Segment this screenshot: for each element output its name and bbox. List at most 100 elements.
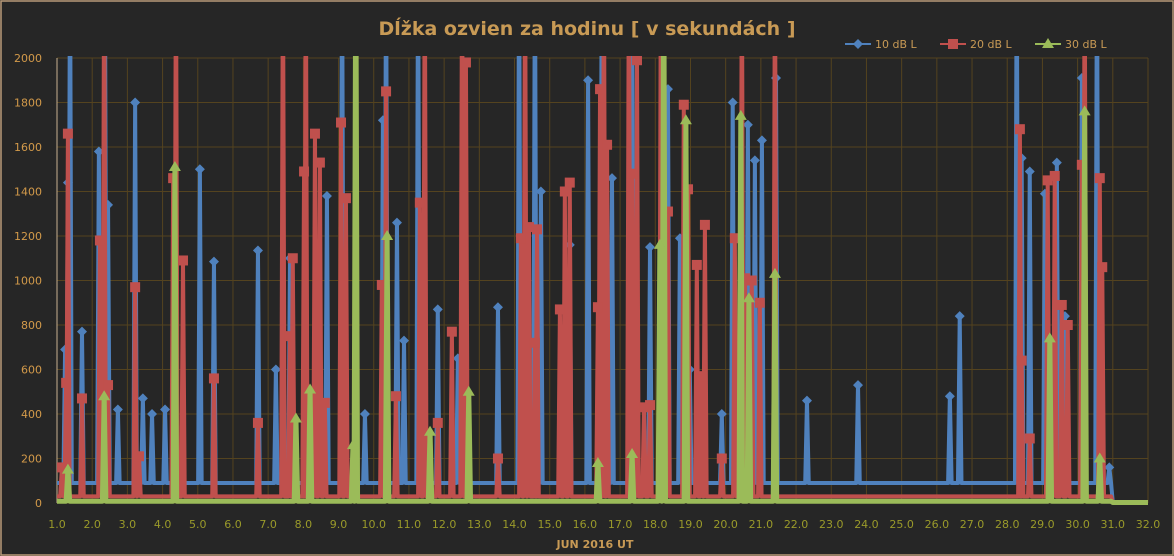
- x-tick-label: 25.0: [889, 518, 914, 531]
- x-tick-label: 1.0: [48, 518, 66, 531]
- data-point-marker: [208, 373, 219, 384]
- data-point-marker: [381, 86, 392, 97]
- y-tick-label: 600: [21, 364, 42, 377]
- series-line: [57, 56, 1148, 505]
- data-point-marker: [627, 168, 638, 179]
- data-point-marker: [160, 404, 171, 415]
- data-point-marker: [592, 302, 603, 313]
- data-point-marker: [112, 404, 123, 415]
- data-point-marker: [432, 304, 443, 315]
- data-point-marker: [1093, 452, 1106, 463]
- x-tick-label: 22.0: [784, 518, 809, 531]
- data-point-marker: [446, 326, 457, 337]
- x-tick-label: 2.0: [83, 518, 101, 531]
- x-tick-label: 32.0: [1136, 518, 1161, 531]
- plot-area: [57, 56, 1148, 506]
- y-tick-label: 0: [35, 497, 42, 510]
- x-tick-label: 9.0: [330, 518, 348, 531]
- legend-item: 20 dB L: [940, 38, 1013, 51]
- legend-label: 30 dB L: [1065, 38, 1108, 51]
- data-point-marker: [742, 292, 755, 303]
- data-point-marker: [639, 402, 650, 413]
- legend-label: 10 dB L: [875, 38, 918, 51]
- data-point-marker: [381, 230, 394, 240]
- data-point-marker: [591, 456, 604, 467]
- data-point-marker: [1042, 175, 1053, 186]
- data-point-marker: [134, 451, 145, 462]
- data-point-marker: [208, 256, 219, 267]
- x-tick-label: 24.0: [854, 518, 879, 531]
- data-point-marker: [749, 155, 760, 166]
- data-point-marker: [424, 425, 437, 436]
- x-tick-label: 20.0: [713, 518, 738, 531]
- data-point-marker: [754, 297, 765, 308]
- series-30-db-l: [57, 56, 1148, 506]
- data-point-marker: [1051, 157, 1062, 168]
- y-tick-label: 800: [21, 319, 42, 332]
- data-point-marker: [289, 412, 302, 423]
- data-point-marker: [194, 164, 205, 175]
- y-tick-label: 200: [21, 453, 42, 466]
- data-point-marker: [61, 463, 74, 474]
- x-tick-label: 7.0: [259, 518, 277, 531]
- data-point-marker: [954, 311, 965, 322]
- y-tick-label: 1000: [14, 275, 42, 288]
- data-point-marker: [853, 380, 864, 391]
- x-tick-label: 12.0: [432, 518, 457, 531]
- x-tick-label: 15.0: [537, 518, 562, 531]
- y-axis-ticks: 0 200 400 600 800 1000 1200 1400 1600 1800 2000: [14, 52, 42, 510]
- y-tick-label: 400: [21, 408, 42, 421]
- data-point-marker: [314, 157, 325, 168]
- data-point-marker: [699, 219, 710, 230]
- data-point-marker: [270, 364, 281, 375]
- x-tick-label: 4.0: [154, 518, 172, 531]
- data-point-marker: [130, 282, 141, 293]
- data-point-marker: [559, 186, 570, 197]
- data-point-marker: [57, 462, 67, 473]
- x-axis-label: JUN 2016 UT: [556, 538, 634, 551]
- data-point-marker: [321, 190, 332, 201]
- data-point-marker: [696, 371, 707, 382]
- data-point-marker: [61, 377, 72, 388]
- x-tick-label: 19.0: [678, 518, 703, 531]
- data-point-marker: [727, 97, 738, 108]
- y-tick-label: 1600: [14, 141, 42, 154]
- data-point-marker: [554, 304, 565, 315]
- data-point-marker: [944, 391, 955, 402]
- y-tick-label: 1200: [14, 230, 42, 243]
- data-point-marker: [583, 75, 594, 86]
- y-tick-label: 1800: [14, 97, 42, 110]
- data-point-marker: [76, 326, 87, 337]
- data-point-marker: [414, 197, 425, 208]
- data-point-marker: [103, 380, 114, 391]
- data-point-marker: [460, 57, 471, 68]
- legend-item: 10 dB L: [845, 38, 918, 51]
- data-point-marker: [177, 255, 188, 266]
- x-tick-label: 29.0: [1030, 518, 1055, 531]
- data-point-marker: [299, 166, 310, 177]
- x-tick-label: 23.0: [819, 518, 844, 531]
- data-point-marker: [631, 56, 642, 66]
- data-point-marker: [376, 279, 387, 290]
- data-point-marker: [678, 99, 689, 110]
- data-point-marker: [252, 245, 263, 256]
- legend-item: 30 dB L: [1035, 38, 1108, 51]
- x-tick-label: 18.0: [643, 518, 668, 531]
- data-point-marker: [532, 224, 543, 235]
- y-tick-label: 1400: [14, 186, 42, 199]
- data-point-marker: [679, 114, 692, 125]
- data-point-marker: [746, 275, 757, 286]
- data-point-marker: [359, 409, 370, 419]
- data-point-marker: [147, 409, 158, 419]
- x-tick-label: 16.0: [573, 518, 598, 531]
- x-tick-label: 13.0: [467, 518, 492, 531]
- data-point-marker: [1104, 462, 1115, 473]
- data-point-marker: [653, 238, 666, 249]
- data-point-marker: [1014, 124, 1025, 135]
- data-point-marker: [346, 439, 359, 450]
- x-tick-label: 21.0: [749, 518, 774, 531]
- data-point-marker: [1024, 166, 1035, 177]
- data-point-marker: [1097, 262, 1108, 273]
- data-point-marker: [391, 217, 402, 228]
